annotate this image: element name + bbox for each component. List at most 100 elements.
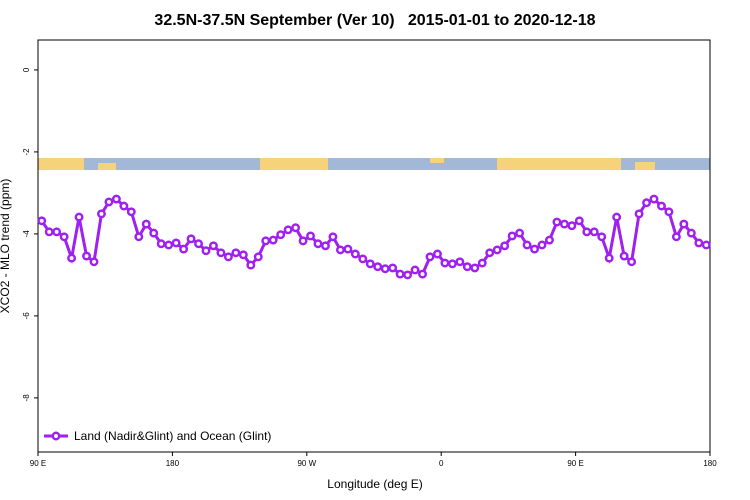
data-point — [283, 225, 293, 235]
data-point — [552, 217, 562, 227]
data-point — [306, 231, 315, 241]
data-point — [209, 241, 218, 251]
x-tick-label: 180 — [703, 459, 717, 468]
data-point — [619, 251, 629, 261]
data-point — [470, 263, 480, 273]
data-point — [141, 219, 151, 229]
data-point — [104, 197, 114, 207]
data-point — [313, 239, 323, 249]
data-point — [97, 209, 106, 219]
data-point — [298, 236, 308, 246]
data-point — [291, 223, 301, 233]
x-tick-label: 180 — [166, 459, 180, 468]
data-point — [328, 232, 338, 242]
chart-title: 32.5N-37.5N September (Ver 10) 2015-01-0… — [154, 12, 595, 29]
data-point — [194, 239, 203, 249]
x-tick-label: 90 E — [30, 459, 46, 468]
data-point — [462, 262, 472, 272]
data-point — [485, 248, 495, 258]
data-point — [380, 264, 390, 274]
data-point — [559, 219, 569, 229]
data-point — [52, 227, 62, 237]
data-point — [612, 212, 622, 222]
data-point — [440, 258, 450, 268]
data-point — [388, 263, 398, 273]
data-point — [686, 228, 696, 238]
data-point — [492, 245, 502, 255]
data-point — [418, 269, 427, 279]
data-point — [671, 232, 681, 242]
data-point — [201, 246, 211, 256]
data-point — [365, 259, 375, 269]
data-point — [171, 238, 181, 248]
data-point — [156, 239, 166, 249]
data-point — [649, 194, 659, 204]
data-point — [126, 207, 136, 217]
data-point — [119, 201, 129, 211]
data-point — [642, 198, 651, 208]
data-point — [507, 231, 517, 241]
data-point — [44, 227, 54, 237]
y-tick-label: -4 — [22, 230, 31, 238]
data-point — [111, 194, 121, 204]
data-point — [679, 219, 689, 229]
data-point — [246, 260, 256, 270]
data-point — [433, 249, 442, 259]
data-point — [186, 234, 196, 244]
data-point — [373, 262, 383, 272]
data-point — [634, 209, 644, 219]
data-point — [597, 232, 607, 242]
data-point — [522, 240, 532, 250]
data-point — [545, 235, 554, 245]
data-point — [537, 240, 547, 250]
data-point — [74, 212, 84, 222]
data-point — [276, 230, 286, 240]
data-point — [335, 245, 345, 255]
data-point — [447, 259, 457, 269]
x-axis-label: Longitude (deg E) — [327, 477, 422, 491]
data-point — [350, 249, 360, 259]
data-point — [582, 227, 592, 237]
x-tick-label: 90 E — [567, 459, 583, 468]
land-ocean-strip — [38, 158, 710, 170]
data-point — [403, 270, 413, 280]
data-point — [268, 235, 278, 245]
data-point — [589, 227, 599, 237]
data-point — [149, 228, 159, 238]
data-point — [238, 250, 248, 260]
data-point — [216, 248, 226, 258]
data-point — [321, 241, 330, 251]
data-point — [701, 240, 711, 250]
data-point — [657, 201, 666, 211]
y-tick-label: -6 — [22, 312, 31, 320]
y-tick-label: -8 — [22, 394, 31, 402]
data-point — [574, 216, 584, 226]
y-axis-label: XCO2 - MLO trend (ppm) — [0, 179, 12, 314]
data-point — [530, 244, 539, 254]
data-point — [500, 241, 510, 251]
data-point — [179, 244, 189, 254]
data-point — [604, 253, 614, 263]
legend-marker — [51, 431, 61, 441]
data-point — [37, 216, 47, 226]
data-point — [134, 232, 144, 242]
data-point — [82, 251, 91, 261]
y-tick-label: 0 — [22, 67, 31, 72]
legend-label: Land (Nadir&Glint) and Ocean (Glint) — [74, 429, 271, 443]
data-point — [343, 244, 353, 254]
data-point — [67, 253, 77, 263]
x-tick-label: 0 — [439, 459, 444, 468]
data-point — [567, 221, 577, 231]
data-point — [694, 238, 704, 248]
data-point — [253, 252, 263, 262]
y-tick-label: -2 — [22, 148, 31, 156]
data-point — [425, 252, 435, 262]
data-point — [515, 228, 525, 238]
data-point — [231, 248, 241, 258]
data-point — [477, 258, 487, 268]
data-point — [410, 265, 420, 275]
data-point — [59, 232, 69, 242]
data-point — [358, 254, 368, 264]
plot-frame — [37, 39, 711, 453]
